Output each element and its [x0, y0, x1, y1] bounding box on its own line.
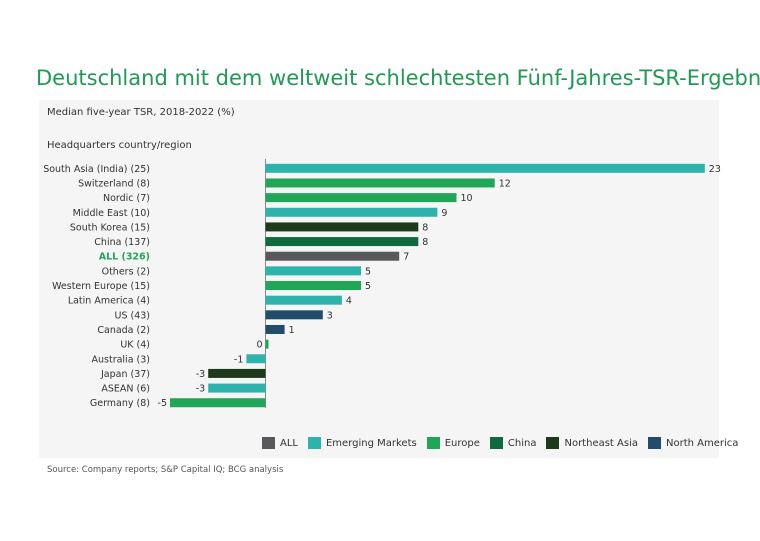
legend-swatch	[307, 437, 321, 449]
data-label: 5	[365, 281, 371, 292]
bar	[170, 398, 266, 408]
data-label: 8	[422, 222, 428, 233]
category-label: Nordic (7)	[103, 193, 150, 204]
data-label: 5	[365, 266, 371, 277]
category-label: Latin America (4)	[68, 296, 150, 307]
data-label: 8	[422, 237, 428, 248]
data-label: 0	[256, 340, 262, 351]
bar	[208, 383, 266, 393]
bar	[265, 222, 419, 232]
data-label: -3	[196, 384, 205, 395]
page-title: Deutschland mit dem weltweit schlechtest…	[36, 66, 760, 90]
legend-swatch	[262, 437, 275, 449]
bar	[265, 266, 361, 276]
legend-item: Europe	[426, 437, 480, 449]
category-label: China (137)	[94, 237, 150, 248]
legend-label: Europe	[444, 437, 480, 449]
category-label: ALL (326)	[99, 252, 150, 263]
bar	[265, 163, 705, 173]
category-label: ASEAN (6)	[101, 384, 150, 395]
bar	[265, 339, 269, 349]
category-label: Western Europe (15)	[52, 281, 150, 292]
bar	[265, 310, 323, 320]
data-label: 4	[346, 296, 352, 307]
chart-legend: ALL Emerging Markets Europe China Northeast …	[262, 437, 738, 449]
data-label: 7	[403, 252, 409, 263]
category-label: Australia (3)	[92, 354, 151, 365]
legend-label: Northeast Asia	[564, 437, 638, 449]
legend-swatch	[647, 437, 661, 449]
bar	[265, 207, 438, 217]
bar	[265, 178, 495, 188]
legend-swatch	[546, 437, 560, 449]
y-axis-label: Headquarters country/region	[47, 140, 192, 151]
chart-panel	[39, 100, 719, 458]
category-label: US (43)	[114, 310, 150, 321]
category-label: UK (4)	[120, 340, 150, 351]
bar	[265, 237, 419, 247]
legend-item: North America	[647, 437, 739, 449]
source-note: Source: Company reports; S&P Capital IQ;…	[47, 465, 284, 475]
data-label: 23	[709, 164, 721, 175]
chart-subtitle: Median five-year TSR, 2018-2022 (%)	[47, 107, 235, 118]
legend-label: ALL	[280, 437, 298, 449]
data-label: 9	[441, 208, 447, 219]
category-label: South Asia (India) (25)	[43, 164, 150, 175]
legend-label: China	[507, 437, 537, 449]
data-label: 10	[461, 193, 473, 204]
data-label: -5	[158, 398, 167, 409]
category-label: South Korea (15)	[70, 222, 150, 233]
legend-swatch	[426, 437, 440, 449]
category-label: Japan (37)	[100, 369, 150, 380]
bar	[246, 354, 266, 364]
legend-swatch	[489, 437, 503, 449]
category-label: Middle East (10)	[73, 208, 150, 219]
category-label: Others (2)	[102, 266, 150, 277]
category-label: Germany (8)	[90, 398, 150, 409]
bar	[265, 251, 400, 261]
data-label: -1	[234, 354, 243, 365]
legend-label: Emerging Markets	[325, 437, 417, 449]
bar	[265, 295, 342, 305]
bar	[265, 281, 361, 291]
legend-item: Northeast Asia	[546, 437, 638, 449]
data-label: 1	[289, 325, 295, 336]
category-label: Switzerland (8)	[78, 178, 150, 189]
bar	[208, 368, 266, 378]
legend-item: ALL	[262, 437, 298, 449]
data-label: -3	[196, 369, 205, 380]
data-label: 3	[327, 310, 333, 321]
legend-item: China	[489, 437, 537, 449]
bar	[265, 193, 457, 203]
legend-label: North America	[665, 437, 739, 449]
legend-item: Emerging Markets	[307, 437, 417, 449]
category-label: Canada (2)	[97, 325, 150, 336]
data-label: 12	[499, 178, 511, 189]
bar	[265, 324, 285, 334]
